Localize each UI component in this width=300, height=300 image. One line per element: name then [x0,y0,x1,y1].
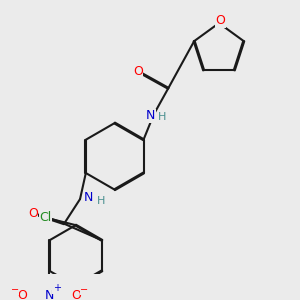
Text: O: O [133,65,143,78]
Text: N: N [146,109,155,122]
Text: O: O [215,14,225,27]
Text: N: N [84,191,93,204]
Text: +: + [52,283,61,293]
Text: H: H [97,196,105,206]
Text: Cl: Cl [39,212,51,224]
Text: O: O [71,289,81,300]
Text: O: O [28,207,38,220]
Text: O: O [17,289,27,300]
Text: N: N [45,289,54,300]
Text: −: − [80,285,88,295]
Text: H: H [158,112,167,122]
Text: −: − [11,285,19,295]
